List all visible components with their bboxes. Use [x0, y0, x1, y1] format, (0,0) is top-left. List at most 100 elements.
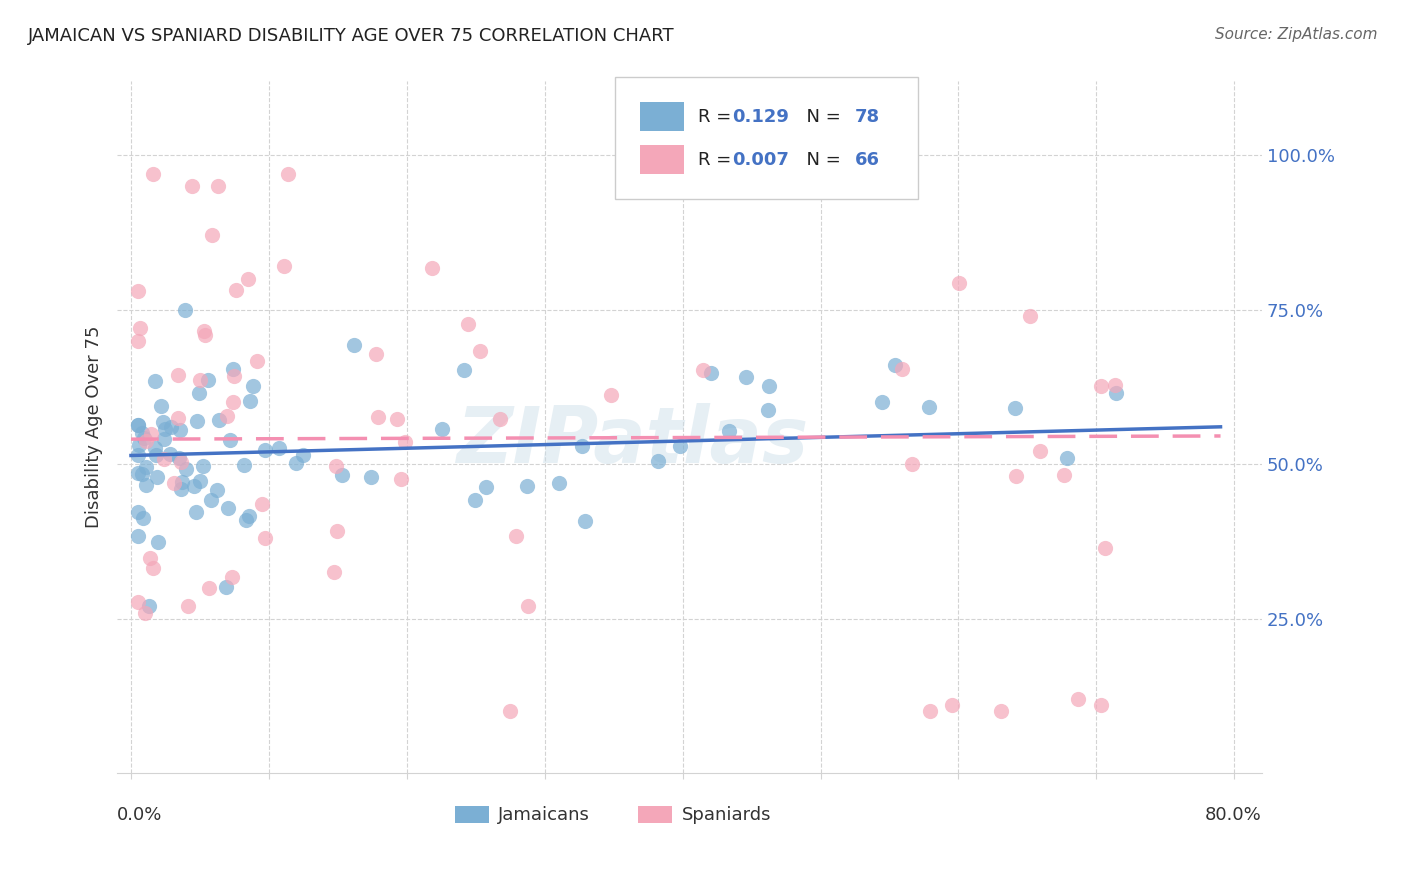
Point	[149, 399, 172, 413]
Point	[364, 347, 387, 361]
Text: 0.007: 0.007	[733, 152, 789, 169]
Point	[141, 427, 163, 442]
Text: 80.0%: 80.0%	[1205, 805, 1263, 824]
Point	[186, 505, 208, 519]
Point	[941, 698, 963, 713]
Point	[1029, 444, 1052, 458]
Point	[343, 337, 366, 351]
Point	[758, 378, 780, 392]
Y-axis label: Disability Age Over 75: Disability Age Over 75	[86, 326, 103, 528]
Point	[193, 458, 215, 473]
Point	[215, 580, 238, 594]
Point	[326, 524, 349, 539]
Point	[236, 271, 259, 285]
Point	[143, 441, 166, 455]
Point	[453, 363, 475, 377]
Point	[146, 470, 169, 484]
Point	[322, 565, 344, 579]
Point	[1052, 467, 1074, 482]
Point	[1090, 379, 1112, 393]
Text: Source: ZipAtlas.com: Source: ZipAtlas.com	[1215, 27, 1378, 42]
Point	[134, 606, 156, 620]
Point	[146, 534, 169, 549]
Point	[548, 475, 571, 490]
Point	[201, 228, 224, 243]
Point	[127, 505, 149, 519]
Point	[1094, 541, 1116, 555]
Point	[222, 368, 245, 383]
Text: N =: N =	[794, 108, 846, 126]
Point	[1090, 698, 1112, 713]
Point	[153, 432, 176, 446]
Text: 66: 66	[855, 152, 879, 169]
Point	[254, 531, 277, 545]
Point	[167, 451, 190, 466]
FancyBboxPatch shape	[616, 78, 918, 199]
Point	[918, 401, 941, 415]
Point	[170, 454, 193, 468]
Point	[197, 373, 219, 387]
Point	[389, 472, 412, 486]
Point	[1004, 401, 1026, 416]
Point	[238, 509, 260, 524]
Point	[169, 483, 191, 497]
Point	[128, 437, 150, 451]
Point	[127, 595, 149, 609]
Point	[187, 385, 209, 400]
Point	[668, 439, 690, 453]
Point	[571, 439, 593, 453]
Point	[188, 373, 211, 387]
Point	[183, 478, 205, 492]
Point	[207, 178, 229, 193]
Point	[160, 420, 183, 434]
Point	[222, 395, 245, 409]
Text: ZIPatlas: ZIPatlas	[456, 403, 808, 479]
Point	[232, 458, 254, 473]
Point	[198, 581, 221, 595]
Point	[207, 483, 229, 497]
Point	[1005, 469, 1028, 483]
Text: JAMAICAN VS SPANIARD DISABILITY AGE OVER 75 CORRELATION CHART: JAMAICAN VS SPANIARD DISABILITY AGE OVER…	[28, 27, 675, 45]
Point	[142, 561, 165, 575]
Point	[918, 705, 941, 719]
Point	[143, 374, 166, 388]
FancyBboxPatch shape	[456, 805, 489, 823]
Point	[464, 493, 486, 508]
FancyBboxPatch shape	[640, 103, 683, 131]
Point	[332, 468, 354, 483]
Point	[239, 394, 262, 409]
Point	[700, 366, 723, 380]
Point	[1104, 378, 1126, 392]
Point	[360, 469, 382, 483]
Point	[222, 362, 245, 376]
Point	[135, 460, 157, 475]
Point	[1056, 451, 1078, 466]
Point	[250, 497, 273, 511]
Point	[246, 353, 269, 368]
Point	[599, 387, 621, 401]
Text: 78: 78	[855, 108, 880, 126]
Point	[159, 447, 181, 461]
Point	[181, 178, 204, 193]
Point	[387, 411, 409, 425]
Point	[692, 362, 714, 376]
Point	[155, 421, 177, 435]
Point	[200, 493, 222, 508]
Point	[128, 321, 150, 335]
Point	[174, 302, 197, 317]
Point	[488, 412, 510, 426]
Point	[574, 514, 596, 528]
Point	[900, 458, 922, 472]
Point	[127, 467, 149, 481]
Point	[517, 599, 540, 614]
Point	[470, 344, 492, 359]
Point	[167, 368, 190, 383]
Point	[1019, 309, 1042, 323]
Point	[285, 456, 308, 470]
Point	[215, 409, 238, 423]
Point	[948, 276, 970, 290]
Point	[139, 551, 162, 566]
Text: R =: R =	[697, 108, 737, 126]
Point	[145, 449, 167, 463]
Text: Spaniards: Spaniards	[682, 805, 770, 824]
